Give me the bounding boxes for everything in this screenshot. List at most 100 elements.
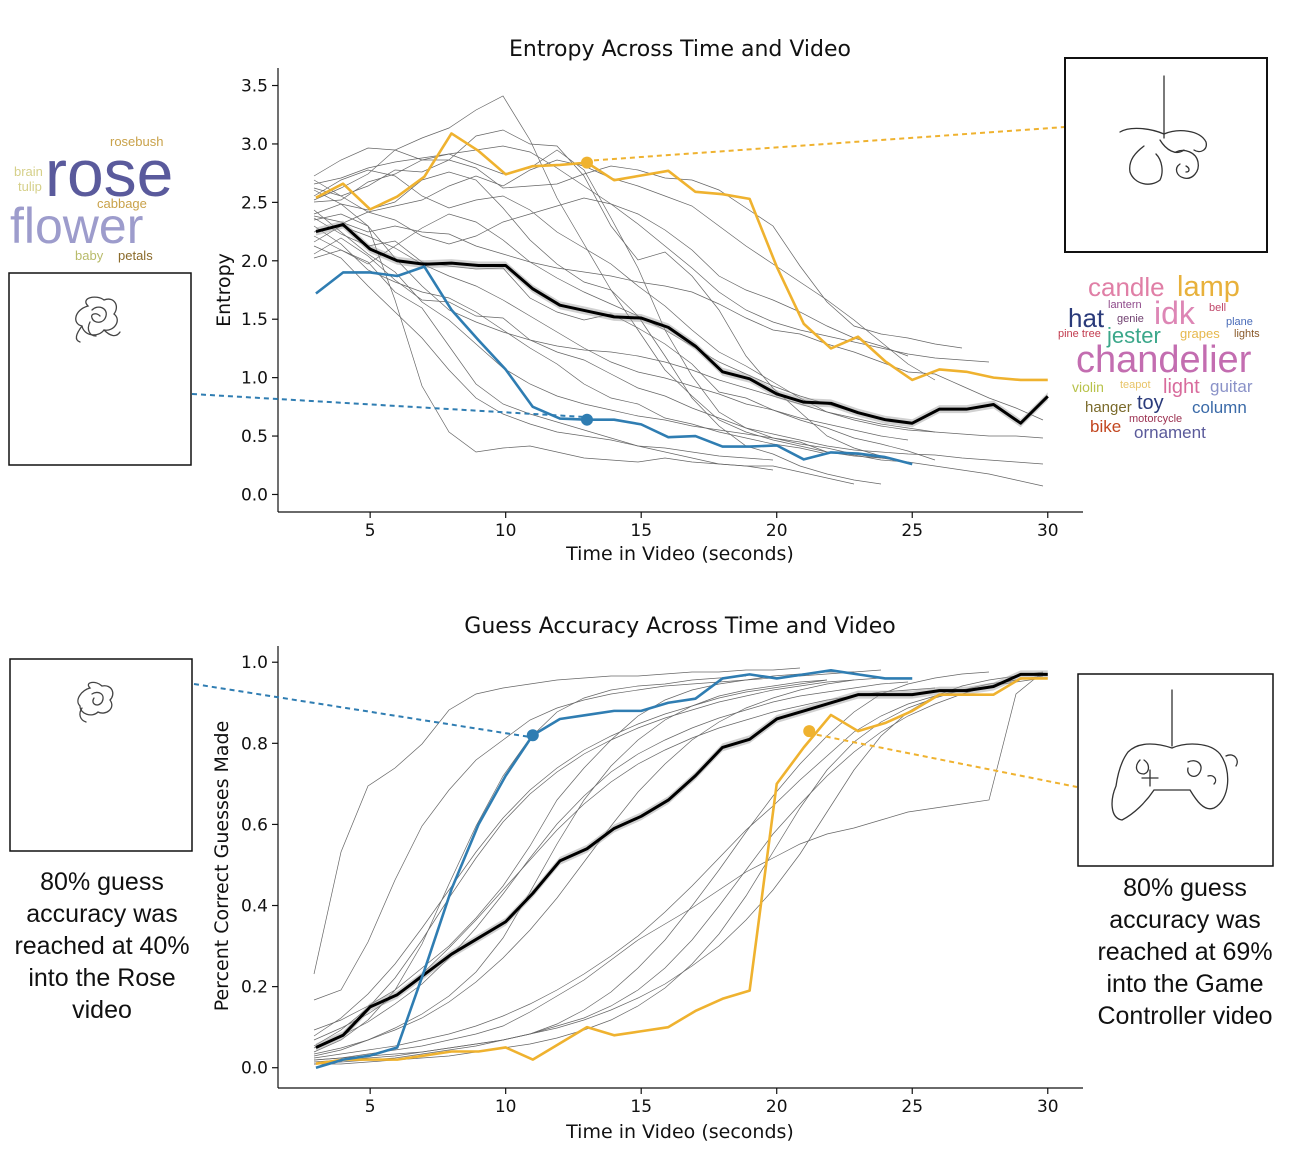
accuracy-video-line: [313, 681, 909, 1049]
x-tick-label: 15: [630, 1097, 652, 1117]
x-tick-label: 30: [1037, 1097, 1059, 1117]
rose-sketch-icon: [77, 681, 114, 723]
note-line: into the Rose: [28, 964, 176, 992]
wordcloud-word: jester: [1106, 323, 1161, 348]
wordcloud-word: bike: [1090, 417, 1121, 436]
y-tick-label: 0.8: [241, 734, 268, 754]
x-tick-label: 30: [1037, 521, 1059, 541]
wordcloud-word: candle: [1088, 272, 1165, 302]
rose-wordcloud: rosebush brain tulip rose cabbage flower…: [10, 134, 173, 263]
entropy-video-line: [313, 213, 909, 423]
y-tick-label: 2.5: [241, 193, 268, 213]
entropy-video-line: [313, 213, 936, 433]
accuracy-video-line: [313, 671, 1044, 1061]
entropy-video-line: [313, 217, 936, 461]
x-tick-label: 15: [630, 521, 652, 541]
highlight-series-line: [315, 265, 913, 466]
wordcloud-word: chandelier: [1076, 339, 1252, 381]
chandelier-sketch-icon: [1119, 75, 1207, 185]
note-line: reached at 69%: [1097, 938, 1273, 966]
wordcloud-word: brain: [14, 164, 43, 179]
accuracy-video-line: [313, 667, 801, 975]
wordcloud-word: rose: [45, 136, 173, 210]
y-tick-label: 0.4: [241, 897, 268, 917]
entropy-mean-confidence-band: [315, 220, 1048, 428]
entropy-video-line: [313, 249, 774, 471]
entropy-video-line: [313, 169, 1044, 439]
highlight-series-line: [315, 677, 1048, 1065]
wordcloud-word: motorcycle: [1129, 413, 1182, 425]
entropy-chandelier-connector: [584, 126, 1066, 162]
entropy-video-line: [313, 95, 882, 459]
entropy-video-line: [313, 159, 936, 381]
highlight-series-line: [315, 669, 913, 1069]
wordcloud-word: flower: [10, 198, 143, 254]
wordcloud-word: violin: [1072, 379, 1104, 395]
accuracy-x-axis-label: Time in Video (seconds): [565, 1121, 794, 1143]
accuracy-individual-video-lines: [313, 667, 1044, 1065]
entropy-chart: Entropy Across Time and Video 5 10 15 20 25 3…: [191, 37, 1083, 565]
accuracy-video-line: [313, 679, 828, 1057]
x-tick-label: 20: [766, 1097, 788, 1117]
y-tick-label: 1.0: [241, 369, 268, 389]
data-marker: [580, 413, 593, 426]
accuracy-rose-connector: [193, 683, 531, 738]
y-tick-label: 1.5: [241, 310, 268, 330]
rose-sketch-thumbnail-top: [8, 272, 192, 466]
wordcloud-word: teapot: [1120, 379, 1151, 391]
mean-series-line: [315, 223, 1049, 425]
y-tick-label: 2.0: [241, 252, 268, 272]
wordcloud-word: pine tree: [1058, 328, 1101, 340]
chandelier-wordcloud: candle lamp lantern hat genie idk bell p…: [1058, 271, 1260, 442]
data-marker: [803, 725, 816, 738]
x-tick-label: 5: [365, 521, 376, 541]
rose-accuracy-note: 80% guess accuracy was reached at 40% in…: [2, 866, 202, 1026]
wordcloud-word: genie: [1117, 313, 1144, 325]
wordcloud-word: cabbage: [97, 196, 147, 211]
y-tick-label: 0.6: [241, 815, 268, 835]
y-tick-label: 0.5: [241, 427, 268, 447]
note-line: video: [72, 996, 132, 1024]
entropy-video-line: [313, 179, 909, 357]
controller-accuracy-note: 80% guess accuracy was reached at 69% in…: [1085, 872, 1285, 1032]
entropy-y-axis-label: Entropy: [213, 253, 235, 327]
note-line: 80% guess: [40, 868, 164, 896]
chandelier-sketch-thumbnail: [1064, 57, 1268, 253]
entropy-chart-title: Entropy Across Time and Video: [509, 37, 851, 62]
entropy-video-line: [313, 245, 774, 461]
wordcloud-word: guitar: [1210, 377, 1253, 396]
x-tick-label: 10: [495, 1097, 517, 1117]
wordcloud-word: plane: [1226, 316, 1253, 328]
note-line: 80% guess: [1123, 874, 1247, 902]
note-line: Controller video: [1097, 1002, 1273, 1030]
x-tick-label: 25: [901, 1097, 923, 1117]
entropy-video-line: [313, 159, 963, 349]
entropy-video-line: [313, 237, 1044, 465]
highlight-series-line: [315, 132, 1048, 382]
entropy-video-line: [313, 225, 909, 441]
accuracy-video-line: [313, 671, 1044, 1061]
entropy-video-line: [313, 209, 1044, 487]
wordcloud-word: hanger: [1085, 399, 1132, 416]
wordcloud-word: tulip: [18, 179, 42, 194]
controller-sketch-thumbnail: [1077, 673, 1274, 867]
wordcloud-word: bell: [1209, 302, 1226, 314]
accuracy-video-line: [313, 679, 828, 1037]
y-tick-label: 0.2: [241, 978, 268, 998]
wordcloud-word: grapes: [1180, 326, 1220, 341]
accuracy-video-line: [313, 671, 990, 1065]
entropy-video-line: [313, 145, 990, 363]
accuracy-video-line: [313, 677, 882, 1047]
entropy-x-axis-label: Time in Video (seconds): [565, 543, 794, 565]
note-line: reached at 40%: [14, 932, 190, 960]
note-line: into the Game: [1106, 970, 1264, 998]
mean-series-line: [315, 672, 1048, 1049]
wordcloud-word: toy: [1137, 392, 1164, 414]
entropy-video-line: [313, 203, 855, 485]
wordcloud-word: lantern: [1108, 299, 1142, 311]
wordcloud-word: lights: [1234, 328, 1260, 340]
x-tick-label: 25: [901, 521, 923, 541]
game-controller-sketch-icon: [1111, 689, 1238, 821]
entropy-rose-connector: [191, 393, 586, 418]
wordcloud-word: ornament: [1134, 423, 1206, 442]
